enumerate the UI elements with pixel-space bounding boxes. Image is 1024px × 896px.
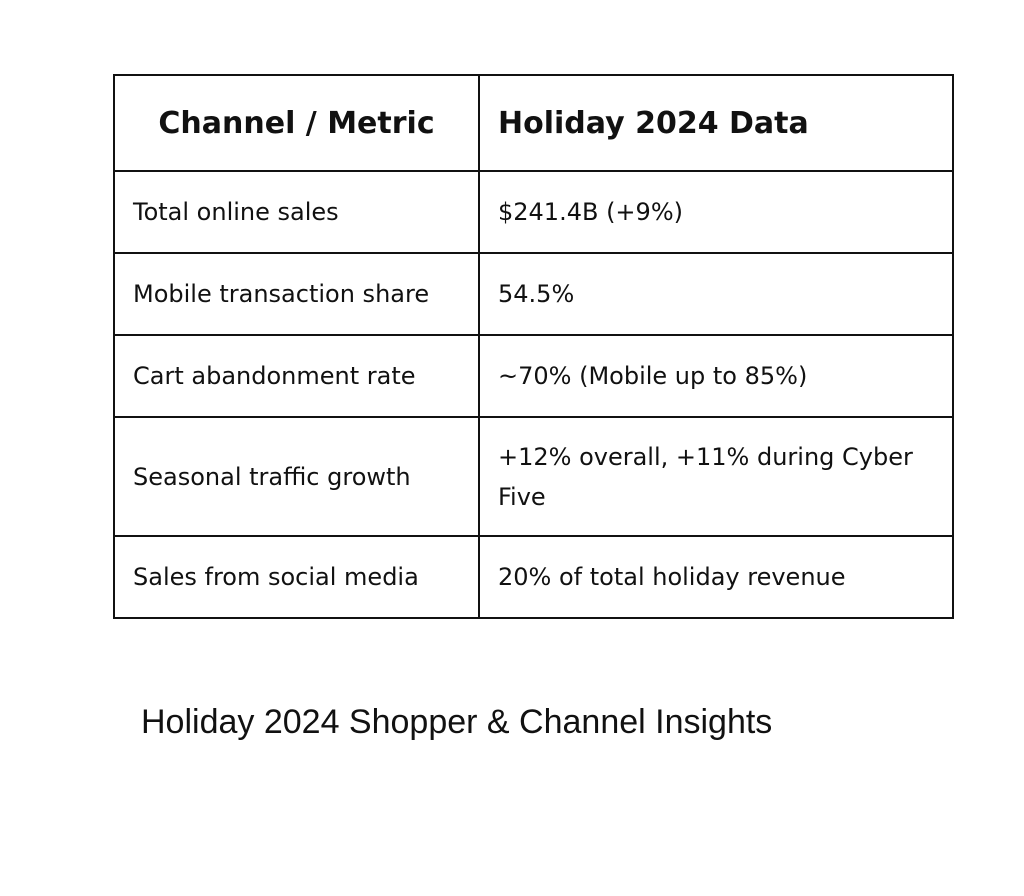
table-row: Sales from social media 20% of total holi…: [113, 535, 954, 619]
table-cell: +12% overall, +11% during Cyber Five: [478, 416, 954, 537]
header-cell: Channel / Metric: [113, 74, 480, 172]
table-cell: ~70% (Mobile up to 85%): [478, 334, 954, 418]
table-cell: Mobile transaction share: [113, 252, 480, 336]
table-cell: Total online sales: [113, 170, 480, 254]
table-cell: 20% of total holiday revenue: [478, 535, 954, 619]
table-row: Mobile transaction share 54.5%: [113, 252, 954, 336]
table-cell: Cart abandonment rate: [113, 334, 480, 418]
table-row: Seasonal traffic growth +12% overall, +11…: [113, 416, 954, 537]
table-cell: $241.4B (+9%): [478, 170, 954, 254]
table-cell: Seasonal traffic growth: [113, 416, 480, 537]
table-body: Total online sales $241.4B (+9%) Mobile tr…: [113, 170, 954, 619]
table-row: Cart abandonment rate ~70% (Mobile up to …: [113, 334, 954, 418]
header-row: Channel / Metric Holiday 2024 Data: [113, 74, 954, 172]
table-cell: 54.5%: [478, 252, 954, 336]
header-cell: Holiday 2024 Data: [478, 74, 954, 172]
table-row: Total online sales $241.4B (+9%): [113, 170, 954, 254]
caption: Holiday 2024 Shopper & Channel Insights: [141, 703, 773, 741]
table-cell: Sales from social media: [113, 535, 480, 619]
data-table: Channel / Metric Holiday 2024 Data Total…: [113, 74, 954, 619]
